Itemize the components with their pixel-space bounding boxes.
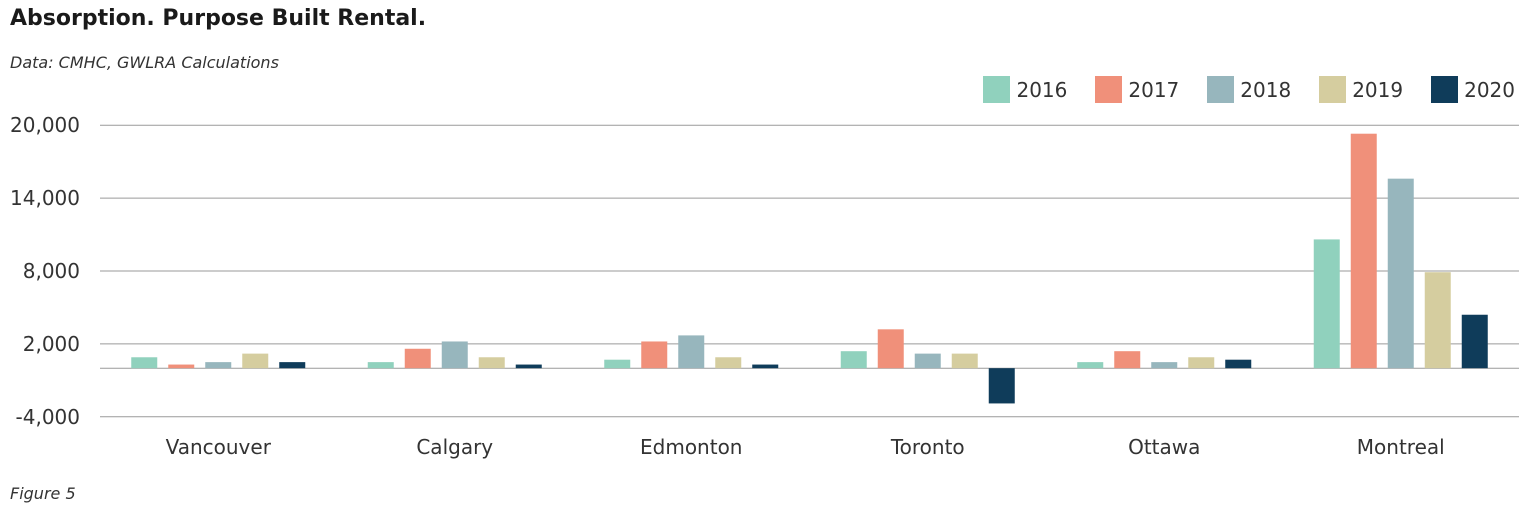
bar-ottawa-2019 — [1188, 357, 1215, 369]
bar-ottawa-2020 — [1225, 359, 1252, 369]
x-category-label: Toronto — [890, 435, 965, 459]
bar-calgary-2020 — [515, 364, 542, 369]
legend-item-2019: 2019 — [1319, 76, 1403, 103]
legend-item-2016: 2016 — [983, 76, 1067, 103]
bar-edmonton-2016 — [604, 359, 631, 369]
bar-vancouver-2016 — [131, 357, 158, 369]
legend-label: 2019 — [1352, 77, 1404, 102]
x-category-label: Montreal — [1357, 435, 1445, 459]
legend-swatch — [1207, 76, 1235, 103]
legend-item-2017: 2017 — [1095, 76, 1179, 103]
bar-toronto-2019 — [951, 353, 978, 369]
bar-calgary-2019 — [478, 357, 505, 369]
legend-label: 2017 — [1128, 77, 1180, 102]
legend-item-2020: 2020 — [1431, 76, 1515, 103]
x-category-label: Ottawa — [1128, 435, 1200, 459]
bar-toronto-2016 — [840, 351, 867, 369]
bar-montreal-2018 — [1387, 178, 1414, 369]
x-category-label: Edmonton — [640, 435, 742, 459]
bar-calgary-2017 — [404, 348, 431, 369]
bar-vancouver-2020 — [279, 362, 306, 369]
bar-toronto-2018 — [914, 353, 941, 369]
x-category-label: Calgary — [416, 435, 493, 459]
bar-ottawa-2017 — [1114, 351, 1141, 369]
figure-caption: Figure 5 — [10, 484, 76, 503]
bar-toronto-2017 — [877, 329, 904, 369]
bar-edmonton-2018 — [678, 335, 705, 369]
chart-legend: 2016 2017 2018 2019 2020 — [955, 76, 1515, 103]
bar-montreal-2016 — [1313, 239, 1340, 369]
y-tick-label: 8,000 — [23, 259, 80, 283]
chart-title: Absorption. Purpose Built Rental. — [10, 6, 427, 31]
y-tick-label: 20,000 — [10, 113, 80, 137]
bar-ottawa-2016 — [1077, 362, 1104, 369]
legend-swatch — [983, 76, 1011, 103]
legend-label: 2016 — [1016, 77, 1068, 102]
bar-vancouver-2019 — [242, 353, 269, 369]
y-tick-label: 2,000 — [23, 332, 80, 356]
legend-label: 2018 — [1240, 77, 1292, 102]
chart-source: Data: CMHC, GWLRA Calculations — [10, 53, 279, 72]
bar-vancouver-2018 — [205, 362, 232, 369]
legend-swatch — [1431, 76, 1459, 103]
y-tick-label: -4,000 — [16, 405, 80, 429]
legend-label: 2020 — [1464, 77, 1515, 102]
legend-item-2018: 2018 — [1207, 76, 1291, 103]
legend-swatch — [1095, 76, 1123, 103]
bar-montreal-2019 — [1424, 272, 1451, 369]
bar-toronto-2020 — [988, 368, 1015, 404]
x-category-label: Vancouver — [166, 435, 272, 459]
legend-swatch — [1319, 76, 1347, 103]
bar-calgary-2016 — [367, 362, 394, 369]
bar-ottawa-2018 — [1151, 362, 1178, 369]
bar-edmonton-2020 — [752, 364, 779, 369]
bar-calgary-2018 — [441, 341, 468, 369]
bar-vancouver-2017 — [168, 364, 195, 369]
bar-edmonton-2017 — [641, 341, 668, 369]
bar-montreal-2017 — [1350, 133, 1377, 369]
bar-montreal-2020 — [1461, 314, 1488, 369]
bar-edmonton-2019 — [715, 357, 742, 369]
y-tick-label: 14,000 — [10, 186, 80, 210]
